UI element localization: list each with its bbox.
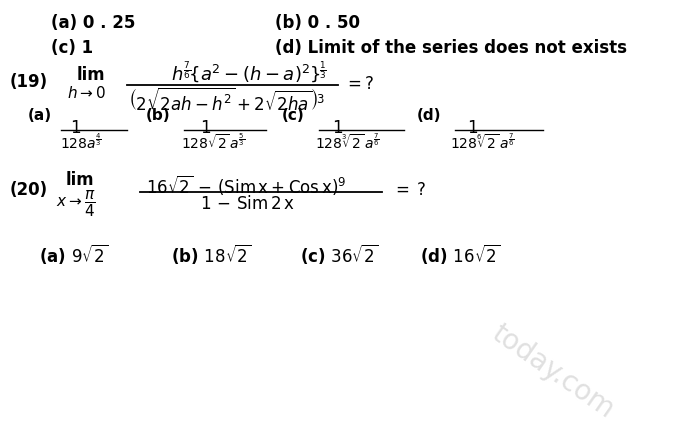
Text: (a): (a) <box>28 108 52 123</box>
Text: $\!\left(2\sqrt{2ah-h^{2}}+2\sqrt{2ha}\right)^{\!3}$: $\!\left(2\sqrt{2ah-h^{2}}+2\sqrt{2ha}\r… <box>131 87 325 115</box>
Text: (b): (b) <box>146 108 170 123</box>
Text: $128a^{\frac{4}{3}}$: $128a^{\frac{4}{3}}$ <box>60 133 102 152</box>
Text: (c) $36\sqrt{2}$: (c) $36\sqrt{2}$ <box>300 243 379 267</box>
Text: (a) $9\sqrt{2}$: (a) $9\sqrt{2}$ <box>39 243 108 267</box>
Text: $=\;?$: $=\;?$ <box>392 181 427 199</box>
Text: $1$: $1$ <box>467 119 478 138</box>
Text: (c): (c) <box>282 108 304 123</box>
Text: $1$: $1$ <box>70 119 82 138</box>
Text: (a) 0 . 25: (a) 0 . 25 <box>52 14 136 32</box>
Text: (20): (20) <box>9 181 47 199</box>
Text: (d) $16\sqrt{2}$: (d) $16\sqrt{2}$ <box>420 243 501 267</box>
Text: today.com: today.com <box>486 319 619 424</box>
Text: $h^{\frac{7}{6}}\!\left\{a^{2}-(h-a)^{2}\right\}^{\!\frac{1}{3}}$: $h^{\frac{7}{6}}\!\left\{a^{2}-(h-a)^{2}… <box>171 60 327 85</box>
Text: $1$: $1$ <box>199 119 211 138</box>
Text: (c) 1: (c) 1 <box>52 39 93 57</box>
Text: $128\sqrt{2}\,a^{\frac{5}{3}}$: $128\sqrt{2}\,a^{\frac{5}{3}}$ <box>181 133 245 153</box>
Text: lim: lim <box>66 171 95 189</box>
Text: (19): (19) <box>9 73 47 91</box>
Text: $1$: $1$ <box>332 119 343 138</box>
Text: $16\sqrt{2}\,-\,(\mathrm{Sim\,x}+\mathrm{Cos\,x})^{9}$: $16\sqrt{2}\,-\,(\mathrm{Sim\,x}+\mathrm… <box>146 173 346 197</box>
Text: $= ?$: $= ?$ <box>344 75 374 93</box>
Text: $128\sqrt[3]{2}\,a^{\frac{7}{6}}$: $128\sqrt[3]{2}\,a^{\frac{7}{6}}$ <box>315 133 380 153</box>
Text: (d): (d) <box>417 108 442 123</box>
Text: lim: lim <box>77 66 105 83</box>
Text: (d) Limit of the series does not exists: (d) Limit of the series does not exists <box>275 39 627 57</box>
Text: $1\,-\,\mathrm{Sim\,2\,x}$: $1\,-\,\mathrm{Sim\,2\,x}$ <box>199 195 295 213</box>
Text: (b) $18\sqrt{2}$: (b) $18\sqrt{2}$ <box>171 243 251 267</box>
Text: $h \rightarrow 0$: $h \rightarrow 0$ <box>67 85 106 101</box>
Text: (b) 0 . 50: (b) 0 . 50 <box>275 14 360 32</box>
Text: $128\sqrt[6]{2}\,a^{\frac{7}{6}}$: $128\sqrt[6]{2}\,a^{\frac{7}{6}}$ <box>450 133 515 153</box>
Text: $x \rightarrow \dfrac{\pi}{4}$: $x \rightarrow \dfrac{\pi}{4}$ <box>56 189 95 219</box>
